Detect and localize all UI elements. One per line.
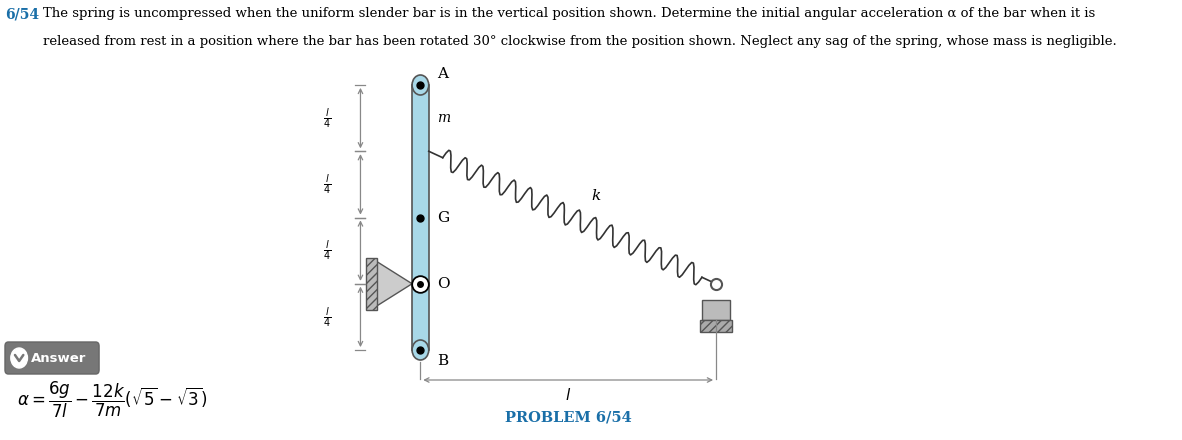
Text: Answer: Answer — [31, 352, 86, 364]
Circle shape — [11, 348, 27, 368]
Text: The spring is uncompressed when the uniform slender bar is in the vertical posit: The spring is uncompressed when the unif… — [44, 7, 1096, 20]
Text: k: k — [591, 189, 600, 203]
Text: $l$: $l$ — [565, 387, 571, 403]
Text: released from rest in a position where the bar has been rotated 30° clockwise fr: released from rest in a position where t… — [44, 35, 1117, 48]
Text: $\frac{l}{4}$: $\frac{l}{4}$ — [323, 106, 331, 130]
Bar — [702, 300, 730, 320]
FancyBboxPatch shape — [5, 342, 99, 374]
Polygon shape — [413, 85, 429, 350]
Circle shape — [413, 340, 429, 360]
Polygon shape — [377, 262, 413, 306]
Text: $\frac{l}{4}$: $\frac{l}{4}$ — [323, 172, 331, 196]
Text: O: O — [437, 277, 449, 291]
Text: PROBLEM 6/54: PROBLEM 6/54 — [505, 410, 631, 424]
Bar — [700, 320, 732, 332]
Circle shape — [413, 75, 429, 95]
Text: $\alpha = \dfrac{6g}{7l} - \dfrac{12k}{7m}\left(\sqrt{5} - \sqrt{3}\right)$: $\alpha = \dfrac{6g}{7l} - \dfrac{12k}{7… — [17, 380, 207, 420]
Text: 6/54: 6/54 — [5, 7, 39, 21]
Polygon shape — [366, 258, 377, 310]
Text: m: m — [437, 111, 450, 125]
Text: G: G — [437, 210, 449, 224]
Text: A: A — [437, 67, 448, 81]
Text: B: B — [437, 354, 448, 368]
Text: $\frac{l}{4}$: $\frac{l}{4}$ — [323, 305, 331, 329]
Text: $\frac{l}{4}$: $\frac{l}{4}$ — [323, 239, 331, 262]
